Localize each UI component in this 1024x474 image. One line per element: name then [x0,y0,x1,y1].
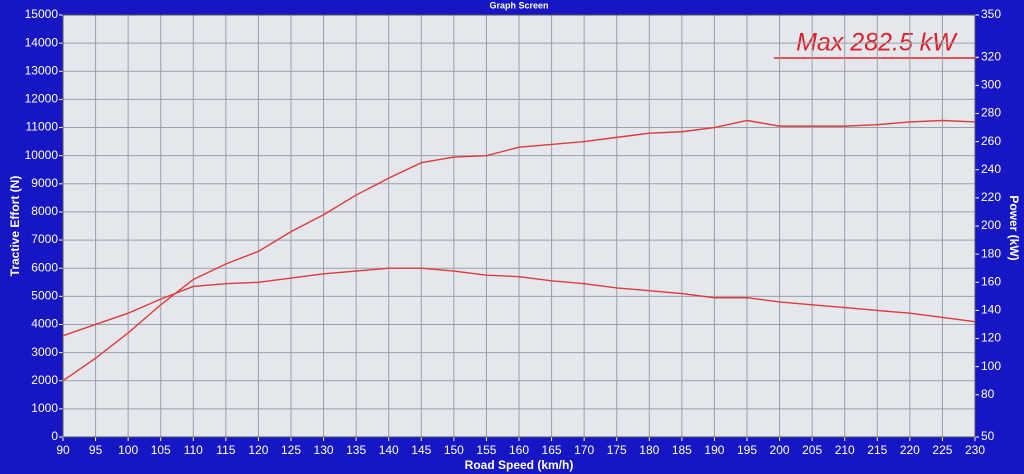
x-tick-label: 180 [639,443,659,457]
data-line [62,267,976,337]
y2-axis-label: Power (kW) [1007,195,1021,260]
y-tick-label: 7000 [31,232,58,246]
x-tick-label: 155 [476,443,496,457]
y-tick-label: 9000 [31,176,58,190]
x-tick-label: 230 [965,443,985,457]
y-tick-label: 12000 [25,92,59,106]
y2-tick-label: 180 [981,246,1001,260]
x-tick-label: 90 [56,443,70,457]
y-tick-label: 10000 [25,148,59,162]
y2-tick-label: 240 [981,162,1001,176]
x-tick-label: 220 [900,443,920,457]
y2-tick-label: 350 [981,7,1001,21]
x-tick-label: 200 [770,443,790,457]
y-tick-label: 6000 [31,260,58,274]
x-tick-label: 205 [802,443,822,457]
x-tick-label: 115 [216,443,235,457]
y2-tick-label: 220 [981,190,1001,204]
x-tick-label: 145 [411,443,431,457]
y-tick-label: 0 [51,429,58,443]
x-tick-label: 210 [835,443,855,457]
x-tick-label: 160 [509,443,529,457]
x-axis-label: Road Speed (km/h) [465,458,574,472]
x-tick-label: 150 [444,443,464,457]
y-tick-label: 2000 [31,373,58,387]
x-tick-label: 105 [151,443,171,457]
x-tick-label: 170 [574,443,594,457]
x-tick-label: 185 [672,443,692,457]
y2-tick-label: 300 [981,78,1001,92]
x-tick-label: 190 [704,443,724,457]
y2-tick-label: 80 [981,387,995,401]
x-tick-label: 135 [346,443,366,457]
y2-tick-label: 120 [981,331,1001,345]
y2-tick-label: 280 [981,106,1001,120]
x-tick-label: 195 [737,443,757,457]
y2-tick-label: 200 [981,218,1001,232]
y-tick-label: 14000 [25,35,59,49]
x-tick-label: 100 [118,443,138,457]
y-tick-label: 15000 [25,7,59,21]
y-tick-label: 4000 [31,317,58,331]
y-axis-label: Tractive Effort (N) [8,176,22,277]
y-tick-label: 5000 [31,289,58,303]
y2-tick-label: 320 [981,49,1001,63]
y-tick-label: 3000 [31,345,58,359]
x-tick-label: 120 [248,443,268,457]
y-tick-label: 1000 [31,401,58,415]
y2-tick-label: 140 [981,303,1001,317]
x-tick-label: 125 [281,443,301,457]
x-tick-label: 225 [932,443,952,457]
x-tick-label: 215 [867,443,887,457]
x-tick-label: 175 [607,443,627,457]
y-tick-label: 11000 [26,120,59,134]
y2-tick-label: 260 [981,134,1001,148]
y-tick-label: 8000 [31,204,58,218]
y2-tick-label: 160 [981,274,1001,288]
x-tick-label: 95 [89,443,103,457]
x-tick-label: 140 [379,443,399,457]
y2-tick-label: 50 [981,429,995,443]
y2-tick-label: 100 [981,359,1001,373]
y-tick-label: 13000 [25,63,59,77]
plot-border [62,14,976,438]
x-tick-label: 110 [184,443,203,457]
chart-title: Graph Screen [489,0,548,10]
data-line [62,119,976,382]
x-tick-label: 130 [314,443,334,457]
x-tick-label: 165 [542,443,562,457]
